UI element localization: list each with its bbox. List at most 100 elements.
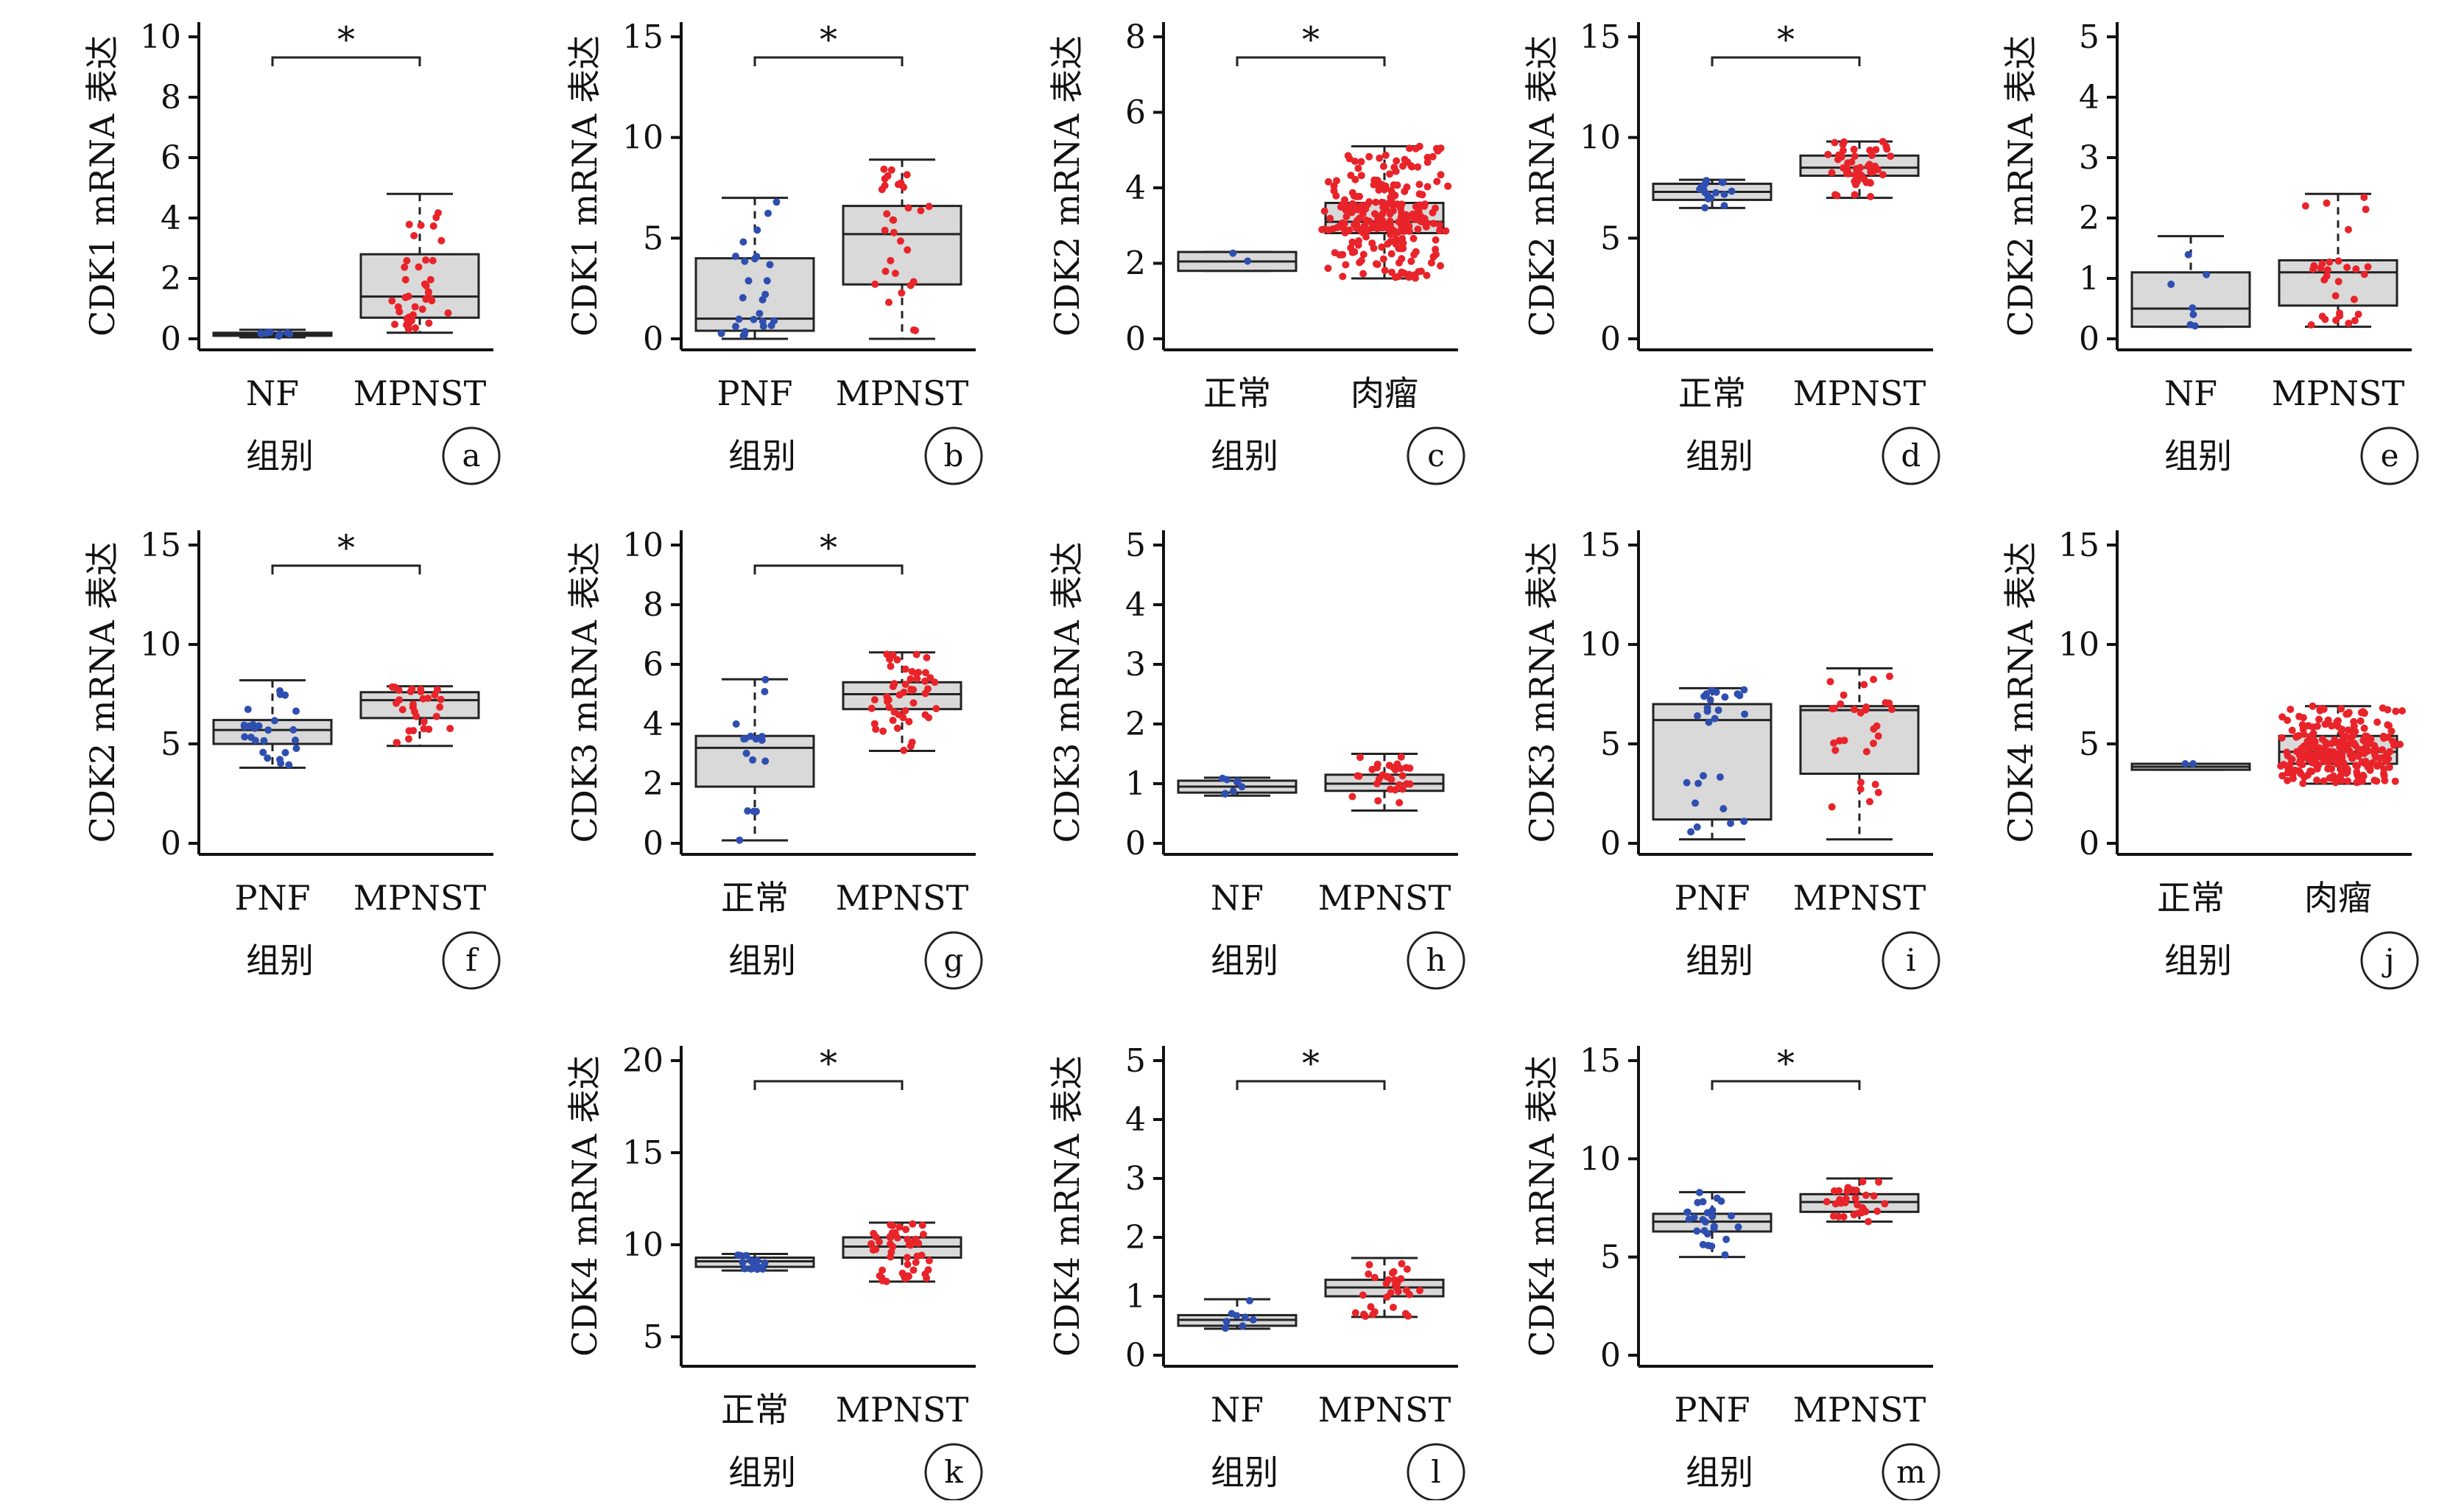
data-point (889, 717, 897, 724)
data-point (1851, 1194, 1859, 1202)
data-point (1356, 753, 1364, 762)
data-point (1372, 198, 1380, 206)
data-point (2186, 320, 2194, 328)
data-point (1351, 1309, 1359, 1317)
data-point (912, 1235, 920, 1243)
data-point (899, 714, 907, 722)
y-tick-label: 0 (643, 320, 663, 358)
data-point (912, 326, 919, 334)
data-point (1700, 772, 1707, 780)
data-point (2360, 194, 2368, 201)
data-point (918, 1221, 926, 1229)
data-point (2287, 706, 2295, 714)
data-point (1831, 191, 1840, 199)
data-point (2323, 266, 2331, 274)
data-point (887, 256, 895, 264)
data-point (1401, 155, 1409, 164)
data-point (2277, 762, 2285, 770)
data-point (275, 330, 284, 338)
data-point (904, 1272, 912, 1280)
panel-m: 0 5 10 15 CDK4 mRNA 表达 PNF MPNST * 组别 m (1522, 1042, 1940, 1502)
data-point (1721, 1251, 1729, 1259)
data-point (742, 749, 750, 757)
data-point (887, 1248, 895, 1256)
panel-letter: f (465, 942, 479, 978)
data-point (896, 237, 904, 245)
category-label: 肉瘤 (2304, 878, 2372, 918)
panel-letter: i (1906, 942, 1915, 978)
panel-letter-circle (2360, 426, 2419, 485)
significance-star: * (1777, 1043, 1795, 1084)
data-point (1373, 764, 1381, 772)
data-point (887, 662, 895, 670)
data-point (917, 207, 925, 214)
data-point (907, 1241, 915, 1249)
data-point (1703, 1230, 1711, 1238)
data-point (741, 1265, 749, 1273)
data-point (717, 329, 725, 337)
data-point (1831, 138, 1839, 147)
data-point (909, 278, 918, 286)
data-point (1728, 187, 1736, 195)
data-point (2292, 733, 2301, 740)
data-point (1839, 141, 1847, 149)
data-point (2320, 705, 2328, 713)
data-point (1826, 678, 1834, 686)
category-label: 肉瘤 (1351, 373, 1418, 413)
category-label: 正常 (1678, 373, 1746, 413)
data-point (1368, 239, 1376, 247)
category-label: MPNST (1318, 878, 1451, 918)
data-point (2181, 760, 2189, 767)
data-point (1363, 200, 1371, 208)
data-point (1369, 222, 1377, 230)
data-point (2328, 765, 2336, 773)
data-point (264, 754, 272, 762)
data-point (429, 222, 437, 230)
group-1 (2277, 702, 2406, 787)
data-point (1432, 236, 1440, 244)
data-point (1222, 1324, 1229, 1332)
data-point (739, 294, 747, 302)
data-point (883, 210, 891, 218)
y-tick-label: 10 (622, 527, 663, 564)
data-point (1856, 785, 1865, 793)
significance-bracket (271, 56, 421, 66)
data-point (418, 305, 426, 313)
data-point (1342, 261, 1350, 269)
data-point (1228, 1310, 1236, 1318)
data-point (2392, 707, 2400, 715)
data-point (1367, 1303, 1375, 1311)
category-label: MPNST (353, 373, 487, 413)
data-point (904, 246, 912, 254)
data-point (409, 311, 417, 319)
data-point (921, 677, 929, 685)
data-point (1408, 213, 1415, 220)
data-point (2331, 292, 2340, 300)
y-tick-label: 5 (1600, 219, 1621, 257)
data-point (741, 328, 749, 336)
data-point (1694, 712, 1701, 720)
data-point (1341, 196, 1348, 204)
data-point (2309, 265, 2317, 273)
data-point (420, 280, 429, 288)
data-point (405, 220, 413, 228)
panel-letter: h (1426, 942, 1446, 978)
data-point (901, 665, 909, 673)
y-tick-label: 10 (1580, 626, 1621, 664)
data-point (1882, 142, 1890, 150)
significance-star: * (820, 19, 837, 60)
group-0 (2130, 235, 2251, 330)
data-point (1831, 1187, 1838, 1195)
data-point (750, 315, 758, 323)
data-point (1402, 764, 1410, 772)
data-point (2318, 750, 2326, 758)
data-point (893, 724, 901, 732)
data-point (1354, 772, 1362, 780)
data-point (1342, 213, 1351, 221)
data-point (1398, 1259, 1406, 1268)
data-point (2309, 729, 2317, 737)
data-point (1359, 250, 1367, 259)
data-point (2364, 735, 2372, 742)
data-point (1348, 793, 1356, 801)
